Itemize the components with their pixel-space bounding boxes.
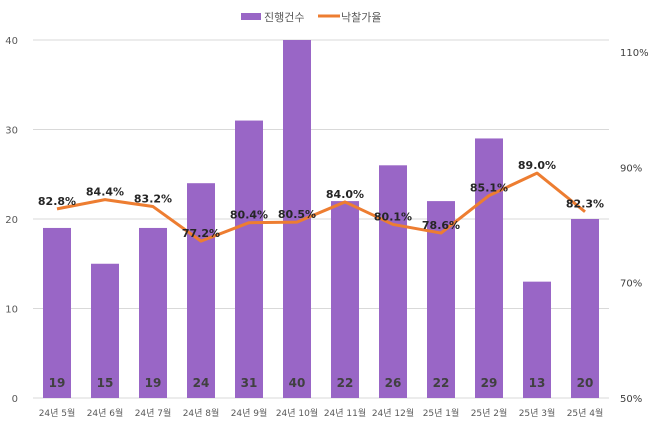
legend-label: 낙찰가율 bbox=[341, 11, 381, 24]
x-tick-label: 24년 8월 bbox=[183, 407, 220, 419]
x-tick-label: 24년 12월 bbox=[372, 407, 414, 419]
line-data-label: 82.8% bbox=[38, 195, 76, 208]
line-data-label: 83.2% bbox=[134, 193, 172, 206]
right-tick-label: 90% bbox=[620, 163, 642, 174]
x-tick-label: 24년 11월 bbox=[324, 407, 366, 419]
bar bbox=[523, 281, 551, 398]
bar-data-label: 29 bbox=[481, 376, 498, 390]
line-data-label: 78.6% bbox=[422, 219, 460, 232]
right-tick-label: 110% bbox=[620, 48, 649, 59]
line-data-label: 80.5% bbox=[278, 208, 316, 221]
line-data-label: 85.1% bbox=[470, 182, 508, 195]
x-tick-label: 24년 6월 bbox=[87, 407, 124, 419]
right-tick-label: 70% bbox=[620, 279, 642, 290]
bar bbox=[43, 227, 71, 398]
line-data-label: 84.4% bbox=[86, 186, 124, 199]
x-tick-label: 25년 3월 bbox=[519, 407, 556, 419]
x-tick-label: 24년 9월 bbox=[231, 407, 268, 419]
bar-data-label: 40 bbox=[289, 376, 306, 390]
left-tick-label: 30 bbox=[5, 126, 18, 137]
bar-data-label: 13 bbox=[529, 376, 546, 390]
bar bbox=[571, 219, 599, 398]
line-data-label: 80.4% bbox=[230, 209, 268, 222]
line-data-label: 80.1% bbox=[374, 210, 412, 223]
line-data-label: 84.0% bbox=[326, 188, 364, 201]
bar bbox=[139, 227, 167, 398]
bar bbox=[475, 138, 503, 398]
line-data-label: 82.3% bbox=[566, 198, 604, 211]
x-tick-label: 24년 7월 bbox=[135, 407, 172, 419]
bar bbox=[235, 120, 263, 399]
bar-data-label: 15 bbox=[97, 376, 114, 390]
bar bbox=[91, 263, 119, 398]
line-data-label: 77.2% bbox=[182, 227, 220, 240]
bar-data-label: 20 bbox=[577, 376, 594, 390]
x-tick-label: 24년 10월 bbox=[276, 407, 318, 419]
bar-data-label: 22 bbox=[433, 376, 450, 390]
left-tick-label: 40 bbox=[5, 36, 18, 47]
bar-data-label: 19 bbox=[49, 376, 66, 390]
left-tick-label: 10 bbox=[5, 305, 18, 316]
x-tick-label: 24년 5월 bbox=[39, 407, 76, 419]
left-tick-label: 20 bbox=[5, 215, 18, 226]
x-tick-label: 25년 1월 bbox=[423, 407, 460, 419]
x-tick-label: 25년 2월 bbox=[471, 407, 508, 419]
bar bbox=[379, 165, 407, 398]
right-tick-label: 50% bbox=[620, 394, 642, 405]
line-data-label: 89.0% bbox=[518, 159, 556, 172]
bar-data-label: 31 bbox=[241, 376, 258, 390]
bar-data-label: 19 bbox=[145, 376, 162, 390]
bar bbox=[331, 201, 359, 398]
line-series bbox=[56, 171, 586, 243]
bar bbox=[187, 183, 215, 398]
bar-data-label: 26 bbox=[385, 376, 402, 390]
left-tick-label: 0 bbox=[12, 394, 18, 405]
legend-label: 진행건수 bbox=[264, 11, 304, 24]
x-tick-label: 25년 4월 bbox=[567, 407, 604, 419]
legend-swatch-bar bbox=[241, 13, 261, 20]
bar-data-label: 22 bbox=[337, 376, 354, 390]
bar-data-label: 24 bbox=[193, 376, 210, 390]
